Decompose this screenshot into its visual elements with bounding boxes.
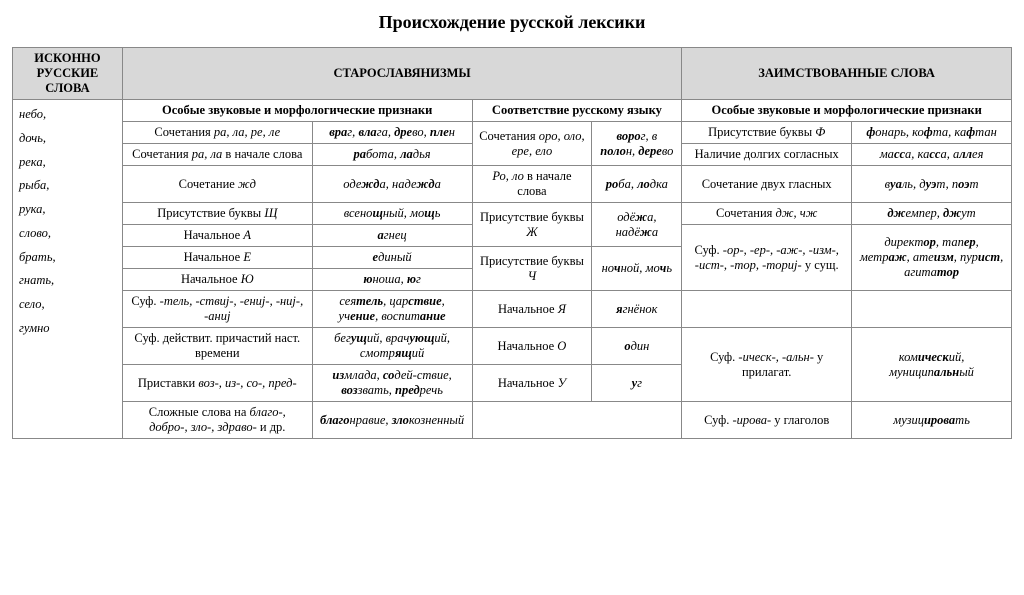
cell: работа, ладья	[312, 144, 472, 166]
subheader-russian-match: Соответствие русскому языку	[472, 100, 682, 122]
cell: Приставки воз-, из-, со-, пред-	[122, 365, 312, 402]
cell	[472, 402, 682, 439]
cell: юноша, юг	[312, 269, 472, 291]
cell: ягнёнок	[592, 291, 682, 328]
cell: уг	[592, 365, 682, 402]
page-title: Происхождение русской лексики	[12, 12, 1012, 33]
cell	[852, 291, 1012, 328]
cell: Сочетания ра, ла, ре, ле	[122, 122, 312, 144]
cell: ворог, в полон, дерево	[592, 122, 682, 166]
subheader-borrowed-features: Особые звуковые и морфологические призна…	[682, 100, 1012, 122]
cell: Суф. -ирова- у глаголов	[682, 402, 852, 439]
cell: Начальное О	[472, 328, 592, 365]
cell: Сочетания оро, оло, ере, ело	[472, 122, 592, 166]
header-slavonic: СТАРОСЛАВЯНИЗМЫ	[122, 48, 681, 100]
cell: измлада, содей-ствие, воззвать, предречь	[312, 365, 472, 402]
cell: враг, влага, древо, плен	[312, 122, 472, 144]
cell: Сочетания ра, ла в начале слова	[122, 144, 312, 166]
lexicon-table: ИСКОННО РУССКИЕ СЛОВА СТАРОСЛАВЯНИЗМЫ ЗА…	[12, 47, 1012, 439]
header-native: ИСКОННО РУССКИЕ СЛОВА	[13, 48, 123, 100]
cell: вуаль, дуэт, поэт	[852, 166, 1012, 203]
cell: всенощный, мощь	[312, 203, 472, 225]
cell: Суф. -ор-, -ер-, -аж-, -изм-, -ист-, -то…	[682, 225, 852, 291]
cell: Присутствие буквы Ф	[682, 122, 852, 144]
cell: агнец	[312, 225, 472, 247]
cell: единый	[312, 247, 472, 269]
cell: Начальное Я	[472, 291, 592, 328]
cell: Начальное У	[472, 365, 592, 402]
subheader-slavonic-features: Особые звуковые и морфологические призна…	[122, 100, 472, 122]
cell: Начальное А	[122, 225, 312, 247]
cell: Присутствие буквы Щ	[122, 203, 312, 225]
cell: Суф. действит. причастий наст. времени	[122, 328, 312, 365]
cell: музицировать	[852, 402, 1012, 439]
cell: Суф. -тель, -ствиj-, -ениj-, -ниj-, -ани…	[122, 291, 312, 328]
cell: комический, муниципальный	[852, 328, 1012, 402]
cell: одёжа, надёжа	[592, 203, 682, 247]
cell: благонравие, злокозненный	[312, 402, 472, 439]
cell: Присутствие буквы Ж	[472, 203, 592, 247]
cell: Начальное Ю	[122, 269, 312, 291]
cell: Ро, ло в начале слова	[472, 166, 592, 203]
cell: масса, касса, аллея	[852, 144, 1012, 166]
cell: фонарь, кофта, кафтан	[852, 122, 1012, 144]
cell: сеятель, царствие, учение, воспитание	[312, 291, 472, 328]
cell: директор, тапер, метраж, атеизм, пурист,…	[852, 225, 1012, 291]
cell: джемпер, джут	[852, 203, 1012, 225]
cell: Сочетание жд	[122, 166, 312, 203]
cell: Наличие долгих согласных	[682, 144, 852, 166]
cell: Начальное Е	[122, 247, 312, 269]
header-borrowed: ЗАИМСТВОВАННЫЕ СЛОВА	[682, 48, 1012, 100]
native-words-cell: небо, дочь, река, рыба, рука, слово, бра…	[13, 100, 123, 439]
cell	[682, 291, 852, 328]
cell: одежда, надежда	[312, 166, 472, 203]
cell: Присутствие буквы Ч	[472, 247, 592, 291]
cell: роба, лодка	[592, 166, 682, 203]
cell: бегущий, врачующий, смотрящий	[312, 328, 472, 365]
cell: один	[592, 328, 682, 365]
cell: Сочетание двух гласных	[682, 166, 852, 203]
cell: Сочетания дж, чж	[682, 203, 852, 225]
cell: Сложные слова на благо-, добро-, зло-, з…	[122, 402, 312, 439]
cell: Суф. -ическ-, -альн- у прилагат.	[682, 328, 852, 402]
cell: ночной, мочь	[592, 247, 682, 291]
